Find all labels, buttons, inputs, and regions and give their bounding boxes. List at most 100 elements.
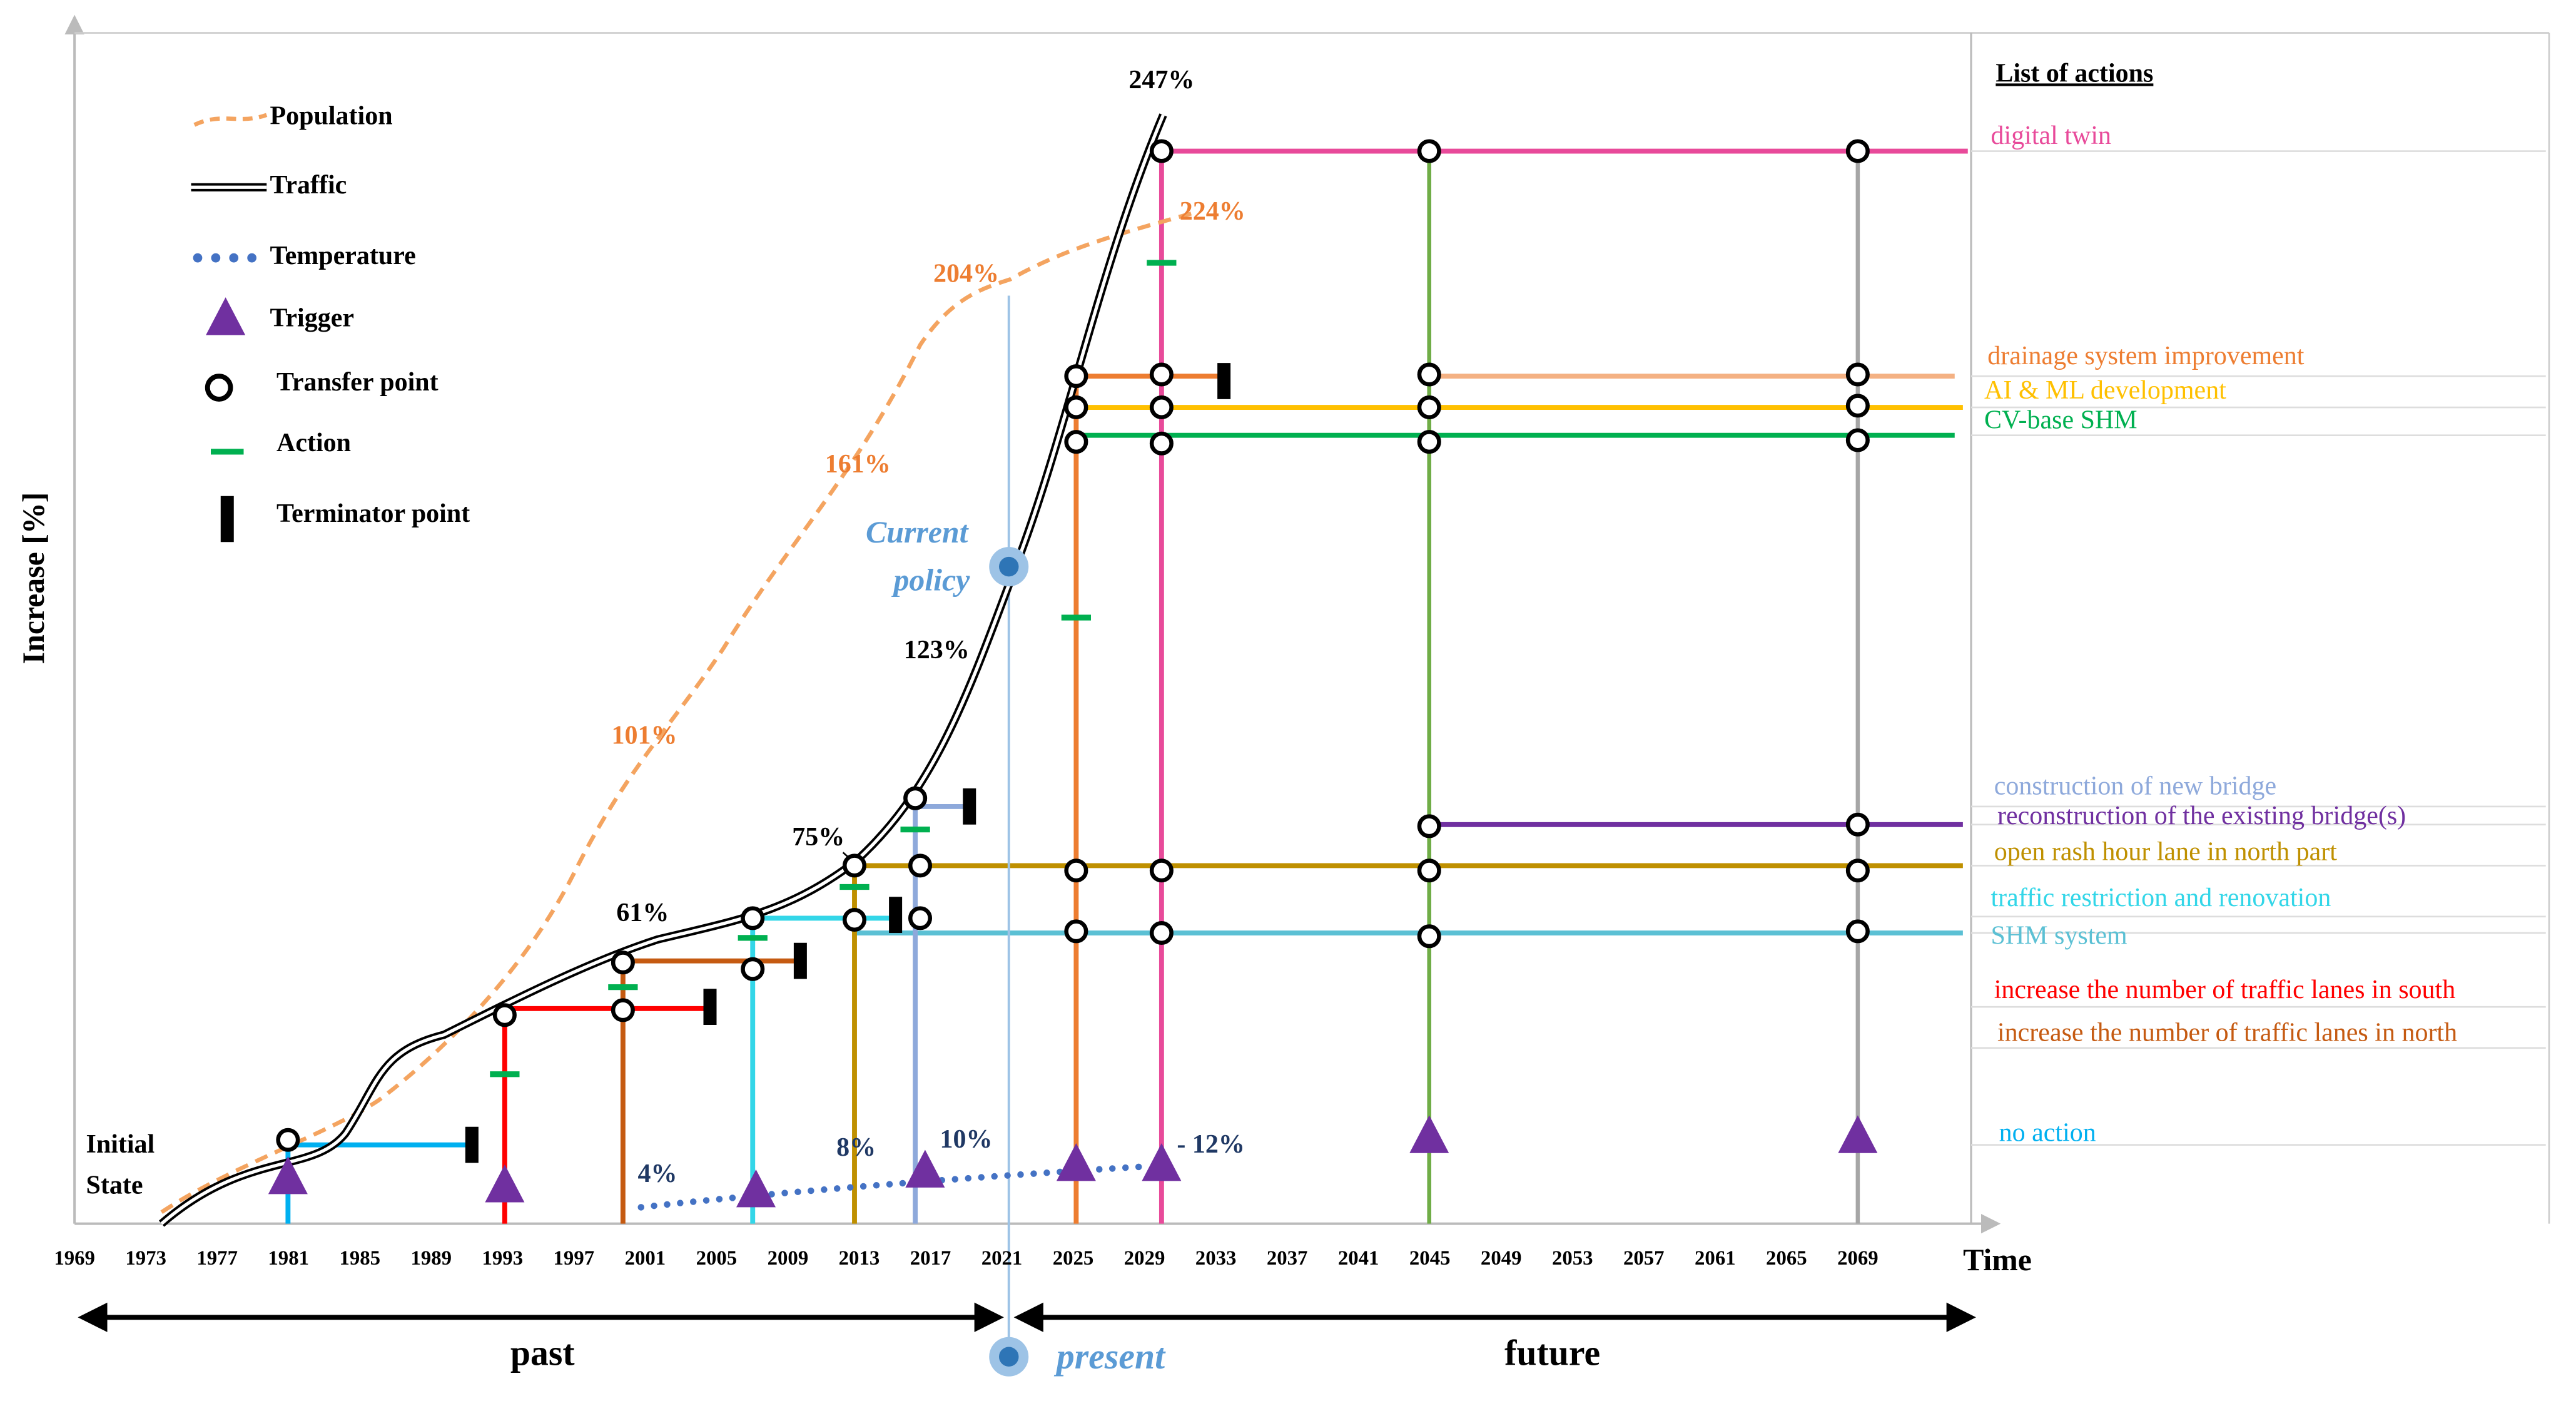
year-label: 2001 <box>625 1247 666 1270</box>
trigger <box>1838 1115 1878 1153</box>
policy-dot <box>999 1347 1019 1367</box>
timeline-label: future <box>1504 1334 1600 1373</box>
transfer-point <box>1417 395 1441 420</box>
x-axis-label: Time <box>1963 1243 2032 1277</box>
year-label: 2053 <box>1552 1247 1593 1270</box>
year-label: 2021 <box>981 1247 1023 1270</box>
year-label: 1973 <box>125 1247 166 1270</box>
action-label: open rash hour lane in north part <box>1994 838 2338 867</box>
action-label: increase the number of traffic lanes in … <box>1997 1018 2457 1047</box>
year-label: 2009 <box>768 1247 809 1270</box>
year-label: 1985 <box>339 1247 380 1270</box>
action-label: no action <box>1999 1119 2096 1148</box>
year-label: 2049 <box>1481 1247 1522 1270</box>
year-label: 1993 <box>482 1247 524 1270</box>
annotation: 8% <box>836 1133 876 1162</box>
transfer-point <box>1149 858 1174 883</box>
legend-symbol <box>220 496 234 543</box>
transfer-point <box>1417 814 1441 838</box>
annotation: - 12% <box>1177 1130 1244 1159</box>
year-label: 2013 <box>839 1247 880 1270</box>
transfer-point <box>741 906 765 930</box>
transfer-point <box>1149 395 1174 420</box>
action-label: SHM system <box>1991 922 2128 950</box>
policy-dot <box>999 556 1019 577</box>
trigger <box>736 1169 776 1208</box>
year-label: 1981 <box>268 1247 309 1270</box>
year-label: 2029 <box>1124 1247 1165 1270</box>
transfer-point <box>1417 430 1441 454</box>
transfer-point <box>611 998 635 1022</box>
year-label: 2045 <box>1409 1247 1451 1270</box>
legend-symbol <box>193 113 268 127</box>
initial-state: State <box>86 1171 143 1200</box>
initial-state: Initial <box>86 1130 155 1159</box>
legend-symbol <box>206 297 246 335</box>
action-label: AI & ML development <box>1984 376 2226 405</box>
action-label: CV-base SHM <box>1984 405 2137 434</box>
annotation: 101% <box>612 721 677 750</box>
annotation: 10% <box>940 1125 993 1154</box>
legend-symbol <box>205 374 233 402</box>
transfer-point <box>1149 362 1174 387</box>
transfer-point <box>1149 920 1174 945</box>
annotation: 204% <box>933 260 999 288</box>
temperature-curve <box>637 1163 1154 1211</box>
terminator-point <box>793 942 807 979</box>
legend-symbol <box>229 253 239 263</box>
annotation: 224% <box>1180 197 1245 226</box>
trigger <box>268 1156 308 1195</box>
transfer-point <box>1845 428 1870 452</box>
trigger <box>1409 1115 1449 1153</box>
year-label: 2061 <box>1695 1247 1736 1270</box>
year-label: 2005 <box>696 1247 738 1270</box>
legend-label: Terminator point <box>276 499 470 528</box>
traffic-curve <box>158 113 1167 1227</box>
transfer-point <box>741 957 765 981</box>
traffic-curve-inner <box>160 114 1165 1225</box>
trigger <box>485 1164 525 1203</box>
legend-symbol <box>193 253 203 263</box>
transfer-point <box>1417 924 1441 949</box>
year-label: 2033 <box>1195 1247 1237 1270</box>
legend-label: Population <box>270 102 393 131</box>
year-label: 2041 <box>1338 1247 1379 1270</box>
annotation: 161% <box>825 450 891 479</box>
year-label: 2017 <box>910 1247 951 1270</box>
timeline-label: present <box>1053 1337 1166 1377</box>
transfer-point <box>492 1003 517 1027</box>
year-label: 1977 <box>196 1247 238 1270</box>
transfer-point <box>1417 139 1441 163</box>
transfer-point <box>908 906 933 930</box>
transfer-point <box>1845 812 1870 837</box>
terminator-point <box>889 897 903 933</box>
transfer-point <box>1064 430 1088 454</box>
year-label: 1969 <box>54 1247 95 1270</box>
action-label: drainage system improvement <box>1987 342 2305 370</box>
transfer-point <box>842 907 867 932</box>
legend-symbol <box>211 253 221 263</box>
transfer-point <box>1149 139 1174 163</box>
year-label: 2065 <box>1766 1247 1807 1270</box>
action-label: increase the number of traffic lanes in … <box>1994 976 2455 1004</box>
trigger <box>1142 1143 1182 1181</box>
transfer-point <box>1845 858 1870 883</box>
transfer-point <box>1064 364 1088 389</box>
year-label: 2057 <box>1623 1247 1665 1270</box>
transfer-point <box>908 853 933 878</box>
transfer-point <box>1845 394 1870 418</box>
annotation: 75% <box>792 823 844 852</box>
y-axis-label: Increase [%] <box>16 492 51 665</box>
trigger <box>905 1149 945 1188</box>
annotation: 4% <box>638 1159 677 1188</box>
action-label: construction of new bridge <box>1994 772 2276 801</box>
transfer-point <box>1064 395 1088 420</box>
action-label: traffic restriction and renovation <box>1991 884 2331 912</box>
current-policy: Current <box>866 515 970 549</box>
transfer-point <box>1064 919 1088 944</box>
transfer-point <box>842 853 867 878</box>
legend-symbol <box>247 253 256 263</box>
legend-label: Trigger <box>270 304 355 333</box>
transfer-point <box>903 786 928 810</box>
